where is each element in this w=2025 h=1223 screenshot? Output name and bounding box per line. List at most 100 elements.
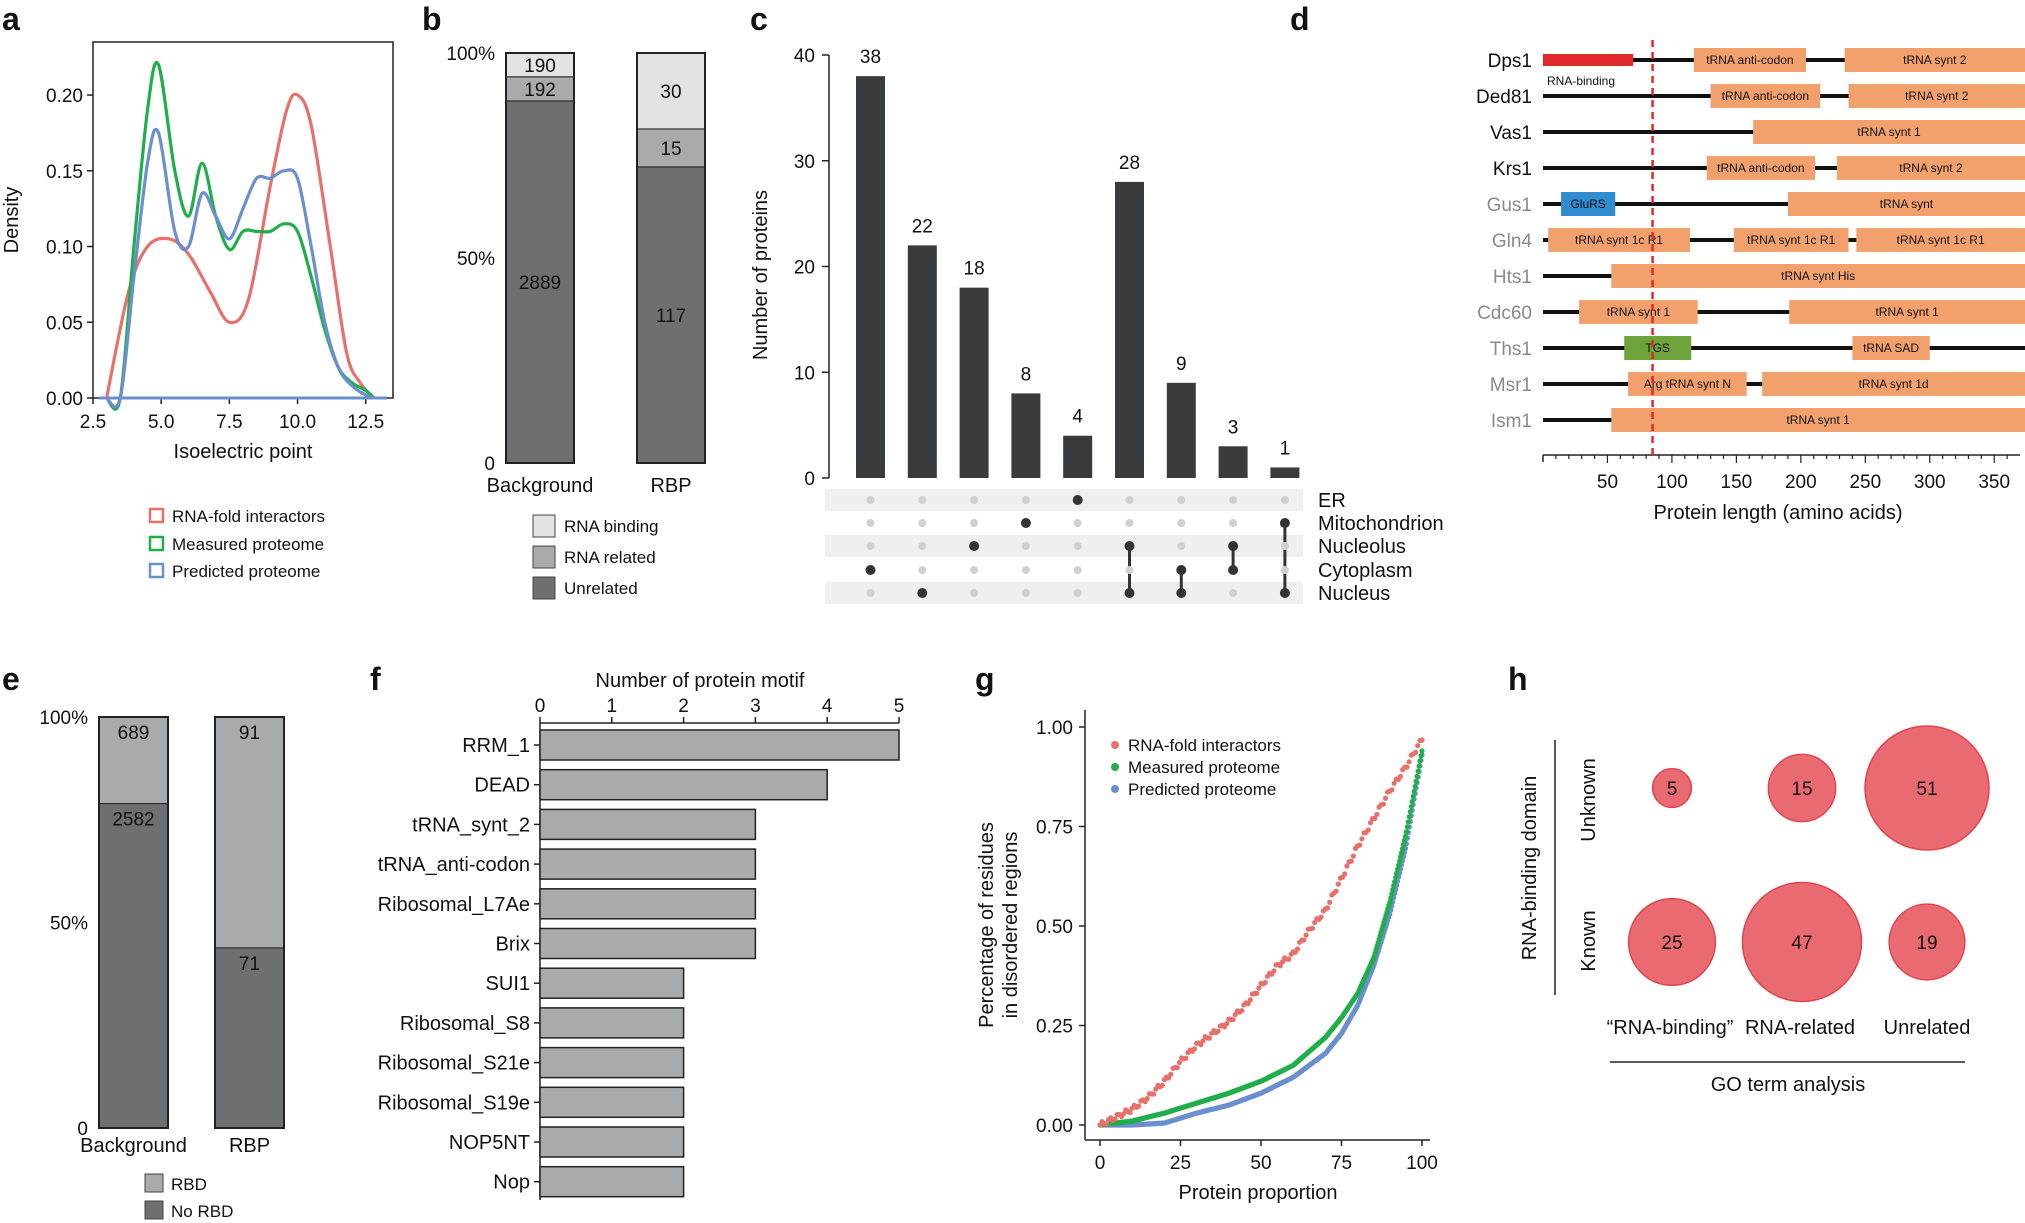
stack-bar-outline bbox=[214, 716, 285, 1129]
legend-label-rna-related: RNA related bbox=[564, 548, 656, 567]
panel-a-ytick-label: 0.15 bbox=[46, 162, 83, 183]
panel-f-bar bbox=[539, 967, 685, 999]
legend-label-rbd: RBD bbox=[171, 1175, 207, 1194]
stack-category-label: Background bbox=[80, 1135, 187, 1157]
panel-h-bubble-label: 5 bbox=[1667, 779, 1678, 800]
panel-c-bar-label: 8 bbox=[1021, 364, 1032, 385]
panel-g-point-0 bbox=[1391, 780, 1397, 786]
panel-c-dot-inactive bbox=[1125, 566, 1134, 574]
legend-swatch-measured bbox=[148, 535, 165, 552]
panel-c-dot-inactive bbox=[1073, 566, 1082, 574]
panel-g-xtick-label: 25 bbox=[1170, 1153, 1191, 1174]
panel-g-point-0 bbox=[1224, 1021, 1230, 1027]
panel-c-dot-inactive bbox=[1177, 519, 1186, 527]
panel-c-dot-active bbox=[1176, 588, 1187, 598]
panel-letter-h: h bbox=[1508, 661, 1528, 697]
panel-g-point-0 bbox=[1262, 979, 1268, 986]
legend-dot-rna-fold bbox=[1111, 741, 1119, 749]
panel-d-domain-label: tRNA anti-codon bbox=[1722, 89, 1809, 103]
panel-f-bar bbox=[539, 1046, 685, 1079]
panel-c-dot-inactive bbox=[1125, 496, 1134, 504]
panel-c-bar bbox=[1270, 467, 1300, 478]
panel-c-dot-inactive bbox=[918, 496, 927, 504]
panel-d-domain-label: tRNA synt 1c R1 bbox=[1747, 233, 1835, 247]
panel-f-x-ticks: 0 1 2 3 4 5 bbox=[535, 696, 904, 723]
panel-g-point-0 bbox=[1198, 1042, 1204, 1048]
legend-swatch-predicted bbox=[148, 562, 165, 579]
panel-d-domain-block bbox=[1852, 336, 1930, 360]
panel-c-dot-active bbox=[1228, 565, 1239, 575]
panel-c-dot-inactive bbox=[918, 542, 927, 550]
panel-d-domain-label: tRNA synt His bbox=[1781, 269, 1855, 283]
stack-category-label: RBP bbox=[229, 1135, 270, 1157]
panel-c-dot-active bbox=[1279, 588, 1290, 598]
panel-d-domain-block bbox=[1561, 192, 1616, 216]
panel-f-category-label: NOP5NT bbox=[449, 1132, 530, 1154]
panel-c-dot-inactive bbox=[1280, 496, 1289, 504]
panel-g-point-0 bbox=[1350, 853, 1356, 859]
panel-g-legend: RNA-fold interactors Measured proteome P… bbox=[1111, 736, 1281, 799]
panel-d-protein-rows: Dps1 RNA-binding tRNA anti-codon tRNA synt … bbox=[1476, 48, 2025, 432]
panel-c-dot-active bbox=[1176, 565, 1187, 575]
panel-d-domain-label: tRNA synt 2 bbox=[1903, 53, 1967, 67]
panel-c-bar-label: 9 bbox=[1176, 354, 1187, 375]
panel-d-xtick-label: 300 bbox=[1914, 472, 1946, 493]
panel-a-xtick-label: 7.5 bbox=[216, 412, 242, 433]
panel-a-ylabel: Density bbox=[1, 187, 23, 254]
panel-g-point-0 bbox=[1230, 1017, 1236, 1023]
panel-g-point-0 bbox=[1271, 968, 1277, 974]
panel-c-ylabel: Number of proteins bbox=[750, 190, 772, 360]
panel-b-legend: RNA binding RNA related Unrelated bbox=[532, 514, 659, 600]
legend-label-rna-fold: RNA-fold interactors bbox=[172, 507, 325, 526]
legend-dot-measured bbox=[1111, 763, 1119, 771]
panel-g-point-0 bbox=[1294, 946, 1301, 952]
panel-c-dot-inactive bbox=[1229, 496, 1238, 504]
panel-g-point-0 bbox=[1279, 959, 1286, 965]
panel-h-ycat-unknown: Unknown bbox=[1578, 758, 1600, 841]
legend-label-g-predicted: Predicted proteome bbox=[1128, 780, 1276, 799]
panel-a-xlabel: Isoelectric point bbox=[174, 441, 313, 463]
panel-g-point-0 bbox=[1324, 905, 1331, 911]
panel-g-point-1 bbox=[1397, 858, 1403, 864]
panel-h-ylabel: RNA-binding domain bbox=[1519, 776, 1541, 961]
panel-d-protein-name: Ded81 bbox=[1476, 87, 1532, 108]
panel-c-dot-active bbox=[1124, 541, 1135, 551]
panel-d-domain-label: tRNA synt 1 bbox=[1607, 305, 1671, 319]
panel-c-set-label: Mitochondrion bbox=[1318, 513, 1444, 535]
panel-d-domain-label: tRNA SAD bbox=[1863, 341, 1919, 355]
panel-g-point-0 bbox=[1121, 1111, 1127, 1117]
panel-c-ytick-label: 40 bbox=[794, 46, 815, 67]
panel-g-point-0 bbox=[1159, 1082, 1165, 1088]
panel-g-point-0 bbox=[1127, 1109, 1133, 1116]
panel-g-point-0 bbox=[1367, 820, 1374, 826]
legend-swatch-rna-related bbox=[532, 545, 556, 569]
panel-d-xtick-label: 150 bbox=[1721, 472, 1753, 493]
panel-letter-e: e bbox=[2, 661, 20, 697]
panel-g-point-1 bbox=[1414, 773, 1420, 779]
panel-g-point-0 bbox=[1413, 749, 1419, 756]
stack-segment-label: 15 bbox=[660, 139, 681, 160]
panel-g-point-0 bbox=[1303, 932, 1309, 938]
panel-c-row-stripe bbox=[825, 582, 1303, 604]
panel-d-protein-name: Vas1 bbox=[1490, 123, 1532, 144]
panel-g-point-0 bbox=[1112, 1116, 1118, 1122]
panel-g-point-1 bbox=[1388, 895, 1394, 901]
panel-g-point-1 bbox=[1392, 879, 1398, 885]
panel-h-xlabel: GO term analysis bbox=[1711, 1074, 1865, 1096]
panel-d-protein-name: Dps1 bbox=[1488, 51, 1532, 72]
legend-swatch-rbd bbox=[144, 1173, 164, 1193]
panel-g-point-1 bbox=[1396, 862, 1402, 868]
panel-d-domain-label: tRNA synt 1 bbox=[1875, 305, 1939, 319]
panel-d-domain-label: GluRS bbox=[1570, 197, 1605, 211]
panel-c-row-stripe bbox=[825, 535, 1303, 557]
panel-f-category-label: RRM_1 bbox=[462, 735, 530, 757]
panel-g-point-1 bbox=[1419, 748, 1425, 754]
panel-c-dot-active bbox=[1228, 541, 1239, 551]
panel-a-xtick-label: 10.0 bbox=[279, 412, 316, 433]
panel-g-points bbox=[1097, 737, 1425, 1128]
stack-segment-label: 689 bbox=[118, 723, 150, 744]
panel-g-point-1 bbox=[1410, 793, 1416, 800]
panel-g-point-1 bbox=[1405, 819, 1411, 825]
panel-f-category-label: Ribosomal_S21e bbox=[378, 1053, 530, 1075]
legend-label-g-rna-fold: RNA-fold interactors bbox=[1128, 736, 1281, 755]
